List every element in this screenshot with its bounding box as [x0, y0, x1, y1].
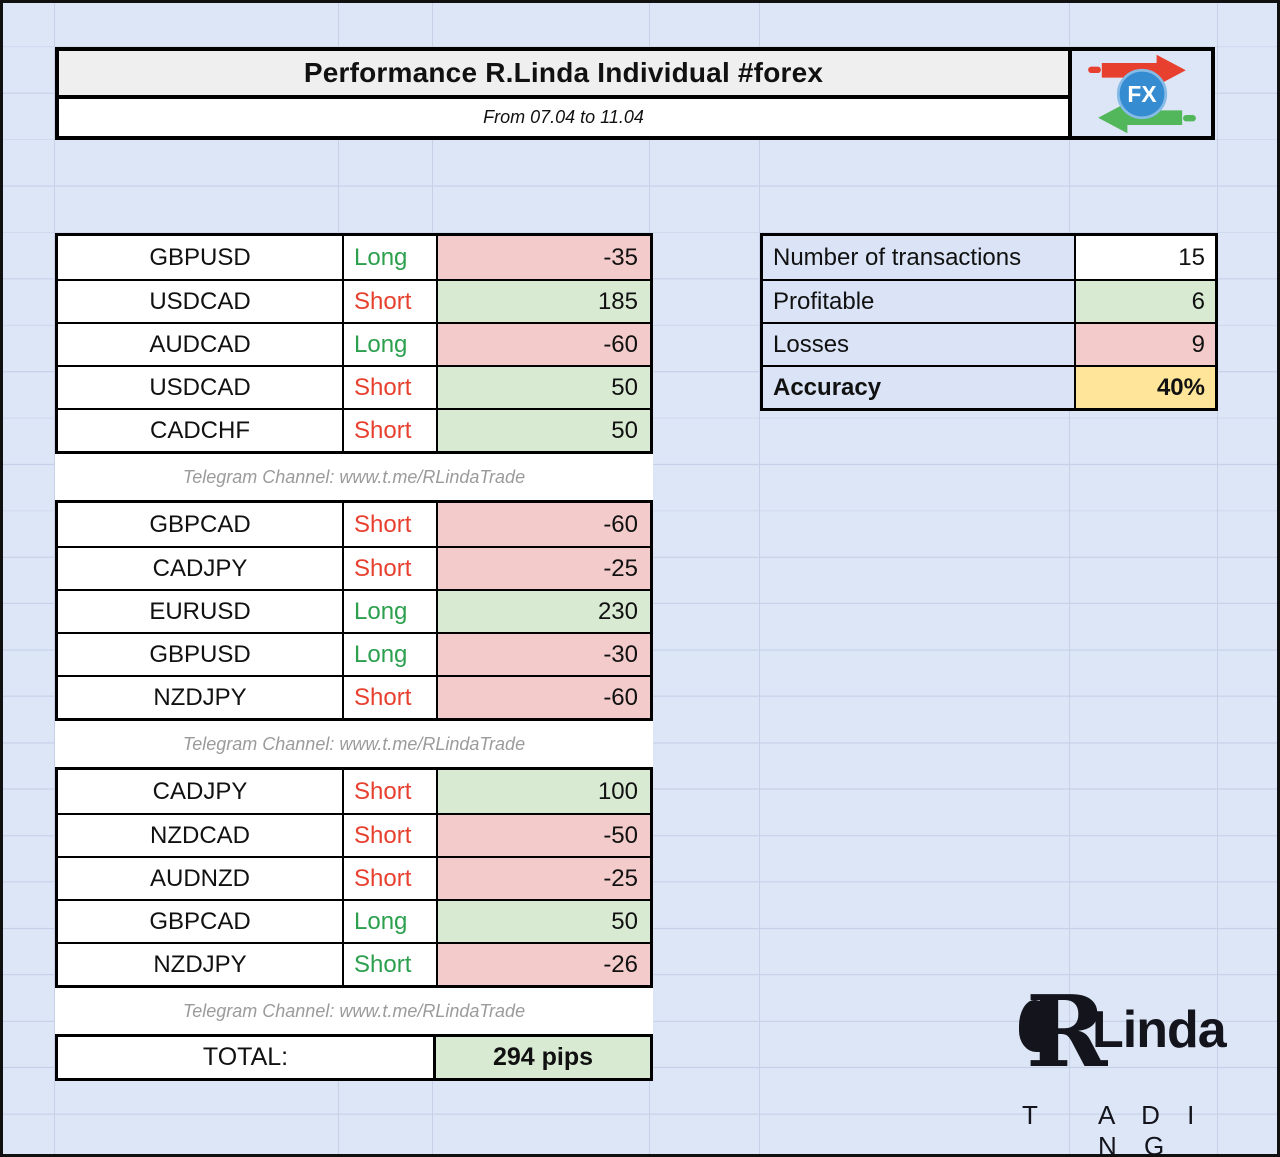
direction-cell[interactable]: Long: [342, 236, 436, 279]
direction-cell[interactable]: Short: [342, 503, 436, 546]
pair-cell[interactable]: NZDJPY: [58, 944, 342, 985]
trades-section-2: GBPCAD Short -60 CADJPY Short -25 EURUSD…: [55, 500, 653, 721]
stats-row: Profitable 6: [763, 279, 1215, 322]
direction-cell[interactable]: Short: [342, 548, 436, 589]
pair-cell[interactable]: GBPUSD: [58, 236, 342, 279]
telegram-channel-banner[interactable]: Telegram Channel: www.t.me/RLindaTrade: [55, 454, 653, 500]
trade-row: AUDCAD Long -60: [58, 322, 650, 365]
stat-label-cell[interactable]: Accuracy: [763, 367, 1074, 408]
pips-cell[interactable]: 50: [436, 367, 650, 408]
trade-row: CADCHF Short 50: [58, 408, 650, 451]
page-title[interactable]: Performance R.Linda Individual #forex: [59, 51, 1068, 99]
report-header: Performance R.Linda Individual #forex Fr…: [55, 47, 1215, 140]
trade-row: AUDNZD Short -25: [58, 856, 650, 899]
pips-cell[interactable]: -60: [436, 503, 650, 546]
pips-cell[interactable]: 100: [436, 770, 650, 813]
pips-cell[interactable]: -26: [436, 944, 650, 985]
telegram-channel-banner[interactable]: Telegram Channel: www.t.me/RLindaTrade: [55, 721, 653, 767]
direction-cell[interactable]: Short: [342, 281, 436, 322]
trade-row: GBPCAD Short -60: [58, 503, 650, 546]
pair-cell[interactable]: USDCAD: [58, 367, 342, 408]
pips-cell[interactable]: 185: [436, 281, 650, 322]
trade-row: GBPCAD Long 50: [58, 899, 650, 942]
date-range-subtitle[interactable]: From 07.04 to 11.04: [59, 99, 1068, 136]
total-value-cell[interactable]: 294 pips: [433, 1037, 650, 1078]
direction-cell[interactable]: Short: [342, 410, 436, 451]
pair-cell[interactable]: GBPCAD: [58, 901, 342, 942]
stat-value-cell[interactable]: 15: [1074, 236, 1215, 279]
pips-cell[interactable]: 230: [436, 591, 650, 632]
pair-cell[interactable]: AUDCAD: [58, 324, 342, 365]
pair-cell[interactable]: NZDJPY: [58, 677, 342, 718]
direction-cell[interactable]: Long: [342, 324, 436, 365]
trade-row: CADJPY Short -25: [58, 546, 650, 589]
direction-cell[interactable]: Short: [342, 677, 436, 718]
brand-r-monogram-icon: R: [1018, 975, 1108, 1090]
brand-name: Linda: [1092, 1001, 1227, 1059]
stat-value-cell[interactable]: 40%: [1074, 367, 1215, 408]
pair-cell[interactable]: CADJPY: [58, 548, 342, 589]
pair-cell[interactable]: NZDCAD: [58, 815, 342, 856]
trade-row: GBPUSD Long -35: [58, 236, 650, 279]
stats-row: Accuracy 40%: [763, 365, 1215, 408]
stats-row: Losses 9: [763, 322, 1215, 365]
pips-cell[interactable]: -25: [436, 858, 650, 899]
pips-cell[interactable]: -35: [436, 236, 650, 279]
trade-row: GBPUSD Long -30: [58, 632, 650, 675]
direction-cell[interactable]: Long: [342, 634, 436, 675]
total-label-cell[interactable]: TOTAL:: [202, 1043, 289, 1071]
stats-row: Number of transactions 15: [763, 236, 1215, 279]
direction-cell[interactable]: Long: [342, 901, 436, 942]
direction-cell[interactable]: Short: [342, 858, 436, 899]
svg-text:FX: FX: [1127, 81, 1157, 107]
pair-cell[interactable]: EURUSD: [58, 591, 342, 632]
trade-row: NZDJPY Short -60: [58, 675, 650, 718]
brand-trading-t: T: [1022, 1100, 1038, 1130]
stat-value-cell[interactable]: 6: [1074, 281, 1215, 322]
stat-label-cell[interactable]: Number of transactions: [763, 236, 1074, 279]
direction-cell[interactable]: Short: [342, 944, 436, 985]
pips-cell[interactable]: -60: [436, 677, 650, 718]
trade-row: USDCAD Short 185: [58, 279, 650, 322]
total-row: TOTAL: 294 pips: [55, 1034, 653, 1081]
trade-row: CADJPY Short 100: [58, 770, 650, 813]
rlinda-trading-logo: R Linda T A D I N G: [1018, 984, 1235, 1154]
trades-table: GBPUSD Long -35 USDCAD Short 185 AUDCAD …: [55, 233, 653, 1081]
brand-trading-rest: A D I N G: [1098, 1100, 1205, 1157]
direction-cell[interactable]: Short: [342, 770, 436, 813]
telegram-channel-banner[interactable]: Telegram Channel: www.t.me/RLindaTrade: [55, 988, 653, 1034]
pair-cell[interactable]: GBPCAD: [58, 503, 342, 546]
fx-exchange-icon: FX: [1087, 54, 1196, 133]
stat-label-cell[interactable]: Losses: [763, 324, 1074, 365]
stat-label-cell[interactable]: Profitable: [763, 281, 1074, 322]
pips-cell[interactable]: -50: [436, 815, 650, 856]
report-header-text-block: Performance R.Linda Individual #forex Fr…: [59, 51, 1068, 136]
pips-cell[interactable]: -30: [436, 634, 650, 675]
pair-cell[interactable]: GBPUSD: [58, 634, 342, 675]
pips-cell[interactable]: 50: [436, 901, 650, 942]
pips-cell[interactable]: -25: [436, 548, 650, 589]
stats-table: Number of transactions 15 Profitable 6 L…: [760, 233, 1218, 411]
trade-row: EURUSD Long 230: [58, 589, 650, 632]
direction-cell[interactable]: Long: [342, 591, 436, 632]
pips-cell[interactable]: -60: [436, 324, 650, 365]
trades-section-1: GBPUSD Long -35 USDCAD Short 185 AUDCAD …: [55, 233, 653, 454]
stat-value-cell[interactable]: 9: [1074, 324, 1215, 365]
pair-cell[interactable]: USDCAD: [58, 281, 342, 322]
pair-cell[interactable]: AUDNZD: [58, 858, 342, 899]
pair-cell[interactable]: CADJPY: [58, 770, 342, 813]
trades-section-3: CADJPY Short 100 NZDCAD Short -50 AUDNZD…: [55, 767, 653, 988]
fx-logo-cell: FX: [1068, 51, 1211, 136]
pips-cell[interactable]: 50: [436, 410, 650, 451]
direction-cell[interactable]: Short: [342, 815, 436, 856]
trade-row: NZDCAD Short -50: [58, 813, 650, 856]
direction-cell[interactable]: Short: [342, 367, 436, 408]
pair-cell[interactable]: CADCHF: [58, 410, 342, 451]
trade-row: USDCAD Short 50: [58, 365, 650, 408]
trade-row: NZDJPY Short -26: [58, 942, 650, 985]
